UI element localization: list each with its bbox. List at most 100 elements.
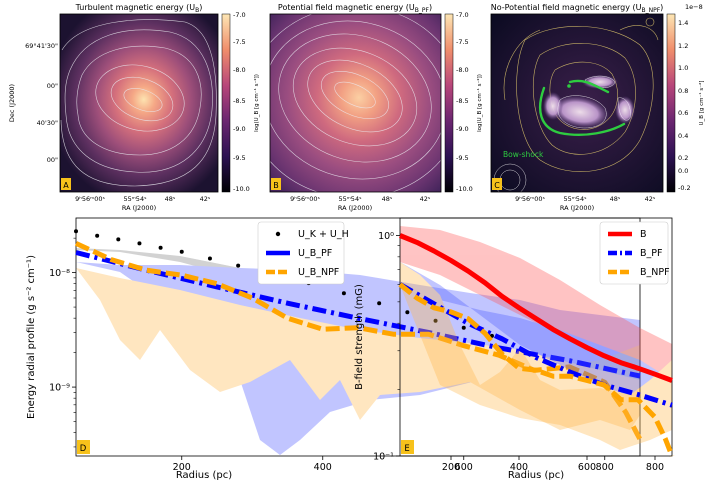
plot-d-band-ub-npf <box>76 268 640 430</box>
map-c-cbar-tick: 0.0 <box>678 167 688 175</box>
plot-e-xtick-label: 400 <box>510 462 528 473</box>
legend-d-swatch-uk-uh <box>275 231 281 237</box>
map-b-xticks: 9ʰ56ᵐ00ˢ 55ᵐ54ˢ 48ˢ 42ˢ <box>290 195 431 203</box>
map-b-cbar-tick: -8.5 <box>456 97 469 105</box>
legend-d-label-uk-uh: U_K + U_H <box>298 229 349 240</box>
legend-e-label-bnpf: B_NPF <box>640 267 670 278</box>
map-b-xtick: 9ʰ56ᵐ00ˢ <box>290 195 320 203</box>
map-b-xlabel: RA (J2000) <box>338 204 372 212</box>
plot-d-series-u-b-npf <box>74 241 643 441</box>
map-c-xtick: 42ˢ <box>645 195 656 203</box>
plot-d-band-uk-uh <box>76 248 640 410</box>
plot-d-point-u-k-u-h <box>236 263 241 268</box>
plot-d-bands <box>76 248 640 455</box>
plot-e-xlabel: Radius (pc) <box>508 470 564 481</box>
plot-d-point-u-k-u-h <box>179 249 184 254</box>
map-c-cbar-tick: -0.2 <box>678 184 691 192</box>
plot-d-point-u-k-u-h <box>377 301 382 306</box>
map-b-cbar-label: log(U_B [g cm⁻¹ s⁻²]) <box>476 74 483 132</box>
map-a-xlabel: RA (J2000) <box>122 204 156 212</box>
map-b-title: Potential field magnetic energy (UB_PF) <box>278 3 432 14</box>
map-b-cbar-tick: -7.0 <box>456 11 469 19</box>
plot-e-series-b <box>399 233 673 383</box>
plot-d-point-u-k-u-h <box>74 229 78 234</box>
map-b-cbar-tick: -7.5 <box>456 38 469 46</box>
map-b-xtick: 42ˢ <box>420 195 431 203</box>
map-b-cbar-tick: -9.5 <box>456 154 469 162</box>
map-panel-a: A Turbulent magnetic energy (UB) Dec (J2… <box>8 3 260 212</box>
map-c-cbar-tick: 0.4 <box>678 132 688 140</box>
map-c-xtick: 9ʰ56ᵐ00ˢ <box>515 195 545 203</box>
plot-d-point-u-k-u-h <box>95 233 100 238</box>
map-c-cbar-exponent: 1e−8 <box>685 3 703 11</box>
plot-d-ytick-label: 10⁻⁹ <box>49 383 70 394</box>
map-a-xtick: 42ˢ <box>200 195 211 203</box>
plot-d-point-u-k-u-h <box>405 310 410 315</box>
map-a-cbar-tick: -10.0 <box>233 185 250 193</box>
panel-label-d-box <box>77 440 90 454</box>
plot-d-xtick-label: 800 <box>596 462 614 473</box>
map-c-xtick: 48ˢ <box>610 195 621 203</box>
map-b-cbar-tick: -8.0 <box>456 66 469 74</box>
map-c-cbar-tick: 0.8 <box>678 87 688 95</box>
map-b-cbar-tick: -10.0 <box>456 185 473 193</box>
plot-d-frame <box>75 217 641 457</box>
plot-d-ylabel: Energy radial profile (g s⁻² cm⁻¹) <box>26 255 37 419</box>
map-a-xtick: 55ᵐ54ˢ <box>123 195 147 203</box>
map-c-cbar-tick: 1.0 <box>678 64 688 72</box>
panel-label-c-box <box>492 178 502 190</box>
map-c-marker <box>567 84 571 88</box>
map-b-xtick: 55ᵐ54ˢ <box>338 195 362 203</box>
map-a-ytick: 69°41'30" <box>25 42 58 50</box>
plot-e-band-b <box>400 226 672 380</box>
map-a-cbar-label: log(U_B [g cm⁻¹ s⁻²]) <box>253 74 260 132</box>
map-c-xticks: 9ʰ56ᵐ00ˢ 55ᵐ54ˢ 48ˢ 42ˢ <box>515 195 656 203</box>
map-c-xtick: 55ᵐ54ˢ <box>563 195 587 203</box>
map-b-xtick: 48ˢ <box>382 195 393 203</box>
panel-label-e-box <box>401 440 414 454</box>
map-a-colorbar <box>221 13 231 193</box>
plot-d-ytick-label: 10⁻⁸ <box>49 268 70 279</box>
plot-d-xtick-label: 200 <box>173 462 191 473</box>
map-b-contours <box>270 14 441 192</box>
map-a-cbar-tick: -7.0 <box>233 11 246 19</box>
plot-d-point-u-k-u-h <box>461 325 466 330</box>
plot-d-xlabel: Radius (pc) <box>176 470 232 481</box>
legend-e-label-b: B <box>640 229 647 240</box>
plot-d-point-u-k-u-h <box>207 256 212 261</box>
plot-d-point-u-k-u-h <box>116 237 121 242</box>
plot-e-xtick-label: 600 <box>578 462 596 473</box>
map-c-cbar-ticks: 1.4 1.2 1.0 0.8 0.6 0.4 0.2 0.0 -0.2 <box>678 19 691 192</box>
map-a-ytick: 40'30" <box>37 119 58 127</box>
map-c-cbar-tick: 0.6 <box>678 109 688 117</box>
legend-d-label-ub-pf: U_B_PF <box>298 248 332 259</box>
map-b-cbar-tick: -9.0 <box>456 125 469 133</box>
bow-shock-label: Bow-shock <box>503 150 544 159</box>
map-a-cbar-tick: -9.0 <box>233 125 246 133</box>
map-a-cbar-tick: -9.5 <box>233 154 246 162</box>
map-a-ylabel: Dec (J2000) <box>8 84 16 122</box>
panel-label-a-box <box>61 178 71 190</box>
map-c-content <box>493 17 659 192</box>
map-a-title: Turbulent magnetic energy (UB) <box>75 3 203 14</box>
map-c-cbar-tick: 1.4 <box>678 19 688 27</box>
plot-d-series-u-b-pf <box>75 250 641 379</box>
plot-e-frame <box>399 217 673 457</box>
plot-e-series-b-npf <box>398 282 675 457</box>
map-a-cbar-tick: -8.0 <box>233 66 246 74</box>
plot-e-xtick-label: 800 <box>646 462 664 473</box>
map-c-colorbar <box>666 13 676 193</box>
map-a-xtick: 48ˢ <box>165 195 176 203</box>
map-a-ytick: 00" <box>47 156 58 164</box>
plot-e-legend: B B_PF B_NPF <box>599 221 670 285</box>
map-c-cbar-label: U_B [g cm⁻¹ s⁻²] <box>698 80 705 125</box>
plot-e-ylabel: B-field strength (mG) <box>354 284 365 390</box>
plot-d-point-u-k-u-h <box>341 291 346 296</box>
panel-label-d: D <box>80 444 87 454</box>
map-c-title: No-Potential field magnetic energy (UB_N… <box>491 3 664 14</box>
legend-e-label-bpf: B_PF <box>640 248 662 259</box>
map-a-cbar-tick: -8.5 <box>233 97 246 105</box>
